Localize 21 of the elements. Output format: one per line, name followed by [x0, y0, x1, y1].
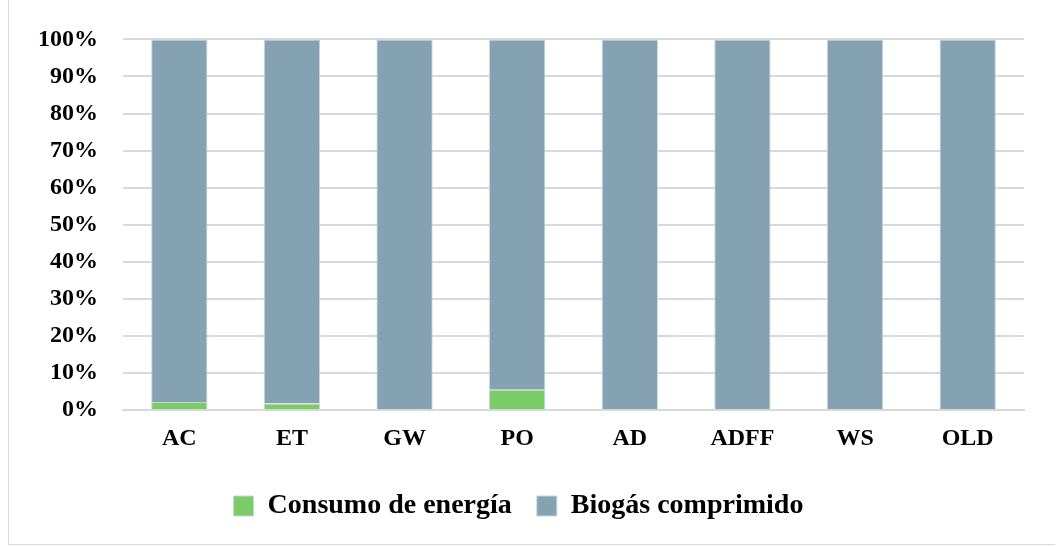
x-tick-label: AD [612, 423, 648, 450]
y-tick-label: 20% [50, 321, 98, 348]
y-tick-label: 100% [38, 24, 98, 51]
y-tick-label: 50% [50, 210, 98, 236]
y-tick-label: 0% [62, 395, 98, 422]
y-tick-label: 90% [50, 61, 98, 88]
legend-label: Biogás comprimido [570, 488, 804, 520]
x-tick-label: PO [500, 423, 534, 450]
y-tick-label: 30% [50, 284, 98, 311]
legend-label: Consumo de energía [267, 488, 512, 520]
x-tick-label: GW [383, 423, 426, 450]
x-tick-label: ADFF [710, 423, 775, 450]
x-tick-label: AC [161, 423, 197, 450]
y-tick-label: 70% [50, 135, 98, 162]
y-tick-label: 40% [50, 247, 98, 274]
y-tick-label: 10% [50, 358, 98, 385]
y-tick-label: 60% [50, 172, 98, 199]
x-tick-label: ET [275, 423, 308, 450]
y-tick-label: 80% [50, 98, 98, 125]
x-tick-label: OLD [941, 423, 994, 450]
x-tick-label: WS [836, 423, 874, 450]
